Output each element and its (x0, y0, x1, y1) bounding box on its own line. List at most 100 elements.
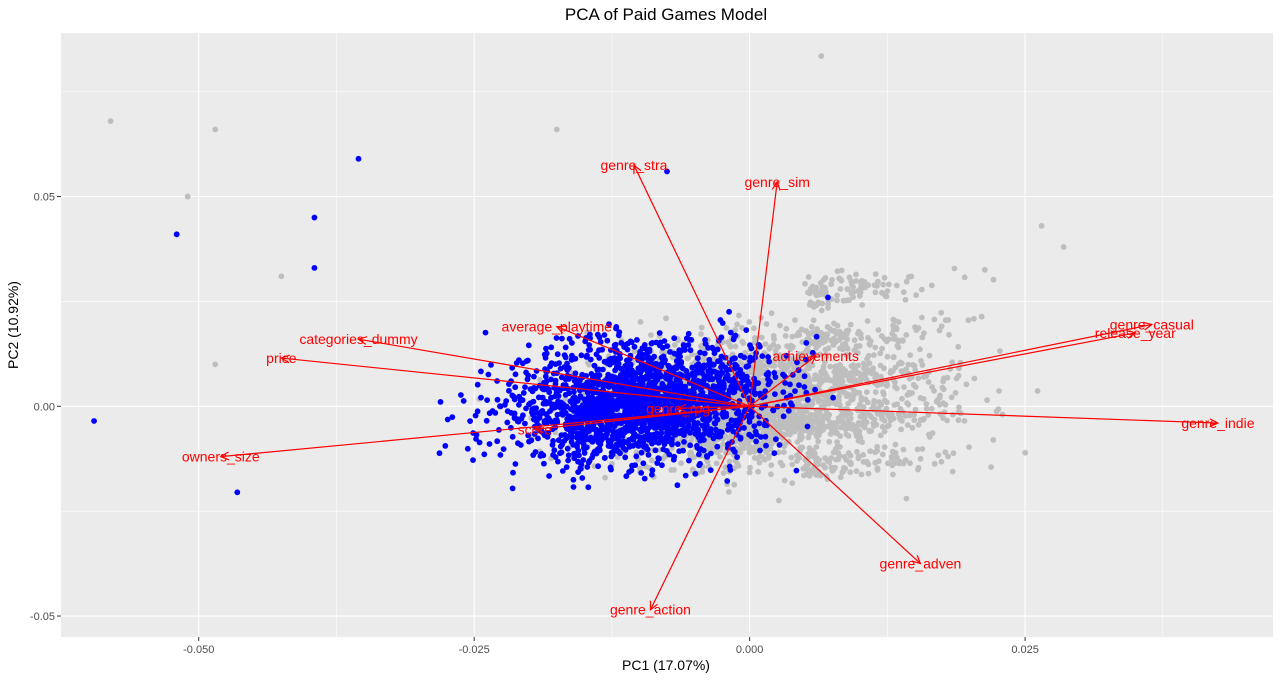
point-group-a (817, 472, 824, 479)
point-group-a (950, 411, 956, 418)
point-group-a (885, 460, 891, 467)
point-group-a (861, 417, 867, 424)
point-group-a (892, 384, 898, 390)
point-group-b (529, 409, 535, 416)
point-group-a (732, 343, 739, 350)
point-group-a (684, 355, 691, 362)
point-group-b (508, 424, 514, 431)
point-group-b (780, 389, 787, 395)
point-group-a (746, 469, 753, 476)
point-group-b (543, 345, 549, 352)
point-group-a (894, 342, 901, 349)
point-group-b (623, 473, 630, 480)
point-group-a (884, 399, 890, 406)
point-group-b (614, 397, 621, 404)
point-group-a (772, 351, 779, 358)
point-group-b (606, 415, 613, 422)
point-group-a (825, 395, 832, 401)
point-group-b (485, 371, 492, 378)
point-group-a (725, 339, 731, 345)
loading-label-release_year: release_year (1095, 325, 1176, 341)
point-group-a (212, 361, 219, 368)
point-group-a (865, 282, 872, 289)
point-group-a (671, 342, 678, 348)
point-group-a (860, 452, 867, 458)
point-group-b (641, 444, 647, 450)
point-group-b (511, 396, 518, 403)
point-group-b (608, 358, 615, 365)
point-group-a (843, 393, 850, 399)
point-group-a (847, 411, 854, 417)
point-group-a (825, 415, 831, 422)
point-group-a (766, 438, 773, 444)
point-group-a (879, 451, 886, 458)
point-group-b (639, 345, 646, 352)
loading-label-genre_sim: genre_sim (744, 174, 809, 190)
point-group-a (906, 412, 913, 419)
chart-title: PCA of Paid Games Model (565, 5, 767, 24)
point-group-a (809, 398, 816, 405)
point-group-a (731, 481, 738, 488)
point-group-a (537, 376, 543, 383)
point-group-b (546, 389, 553, 396)
point-group-b (674, 358, 681, 365)
point-group-b (561, 352, 568, 358)
point-group-a (917, 417, 924, 423)
point-group-a (776, 497, 782, 504)
point-group-a (903, 332, 910, 338)
point-group-a (797, 448, 803, 454)
point-group-b (598, 411, 604, 418)
point-group-a (925, 379, 932, 385)
point-group-b (687, 388, 693, 395)
point-group-b (613, 324, 620, 330)
point-group-a (884, 381, 890, 388)
point-group-a (906, 375, 913, 382)
point-group-b (604, 375, 611, 382)
point-group-b (558, 449, 565, 456)
point-group-b (660, 446, 667, 453)
point-group-a (781, 477, 788, 484)
point-group-b (656, 330, 663, 336)
point-group-a (919, 446, 926, 452)
point-group-b (681, 344, 687, 351)
point-group-b (509, 485, 516, 492)
point-group-a (757, 453, 764, 459)
point-group-a (796, 454, 803, 461)
point-group-b (630, 382, 637, 389)
point-group-a (184, 193, 191, 200)
point-group-a (663, 315, 669, 322)
point-group-b (604, 383, 611, 390)
point-group-a (870, 369, 877, 376)
point-group-a (911, 417, 918, 423)
point-group-a (914, 446, 921, 453)
point-group-b (562, 403, 569, 410)
point-group-b (705, 417, 712, 423)
point-group-b (645, 437, 652, 443)
point-group-a (923, 405, 930, 412)
point-group-a (747, 444, 754, 451)
point-group-b (608, 422, 615, 429)
y-tick-label: 0.00 (34, 401, 55, 413)
point-group-b (716, 428, 723, 435)
point-group-a (734, 321, 740, 328)
point-group-a (913, 292, 919, 299)
point-group-a (849, 289, 856, 295)
point-group-b (773, 436, 779, 443)
point-group-a (886, 281, 892, 288)
point-group-b (632, 462, 639, 468)
point-group-b (512, 384, 519, 391)
point-group-b (234, 489, 241, 496)
point-group-a (811, 450, 818, 457)
point-group-a (808, 323, 815, 330)
point-group-a (763, 449, 770, 456)
point-group-b (763, 442, 769, 449)
point-group-a (938, 458, 945, 465)
point-group-b (531, 373, 537, 380)
point-group-b (474, 381, 481, 388)
point-group-a (934, 397, 941, 403)
point-group-b (591, 362, 598, 369)
point-group-b (596, 347, 602, 354)
point-group-a (828, 464, 835, 471)
point-group-a (723, 325, 730, 331)
point-group-b (671, 453, 678, 460)
